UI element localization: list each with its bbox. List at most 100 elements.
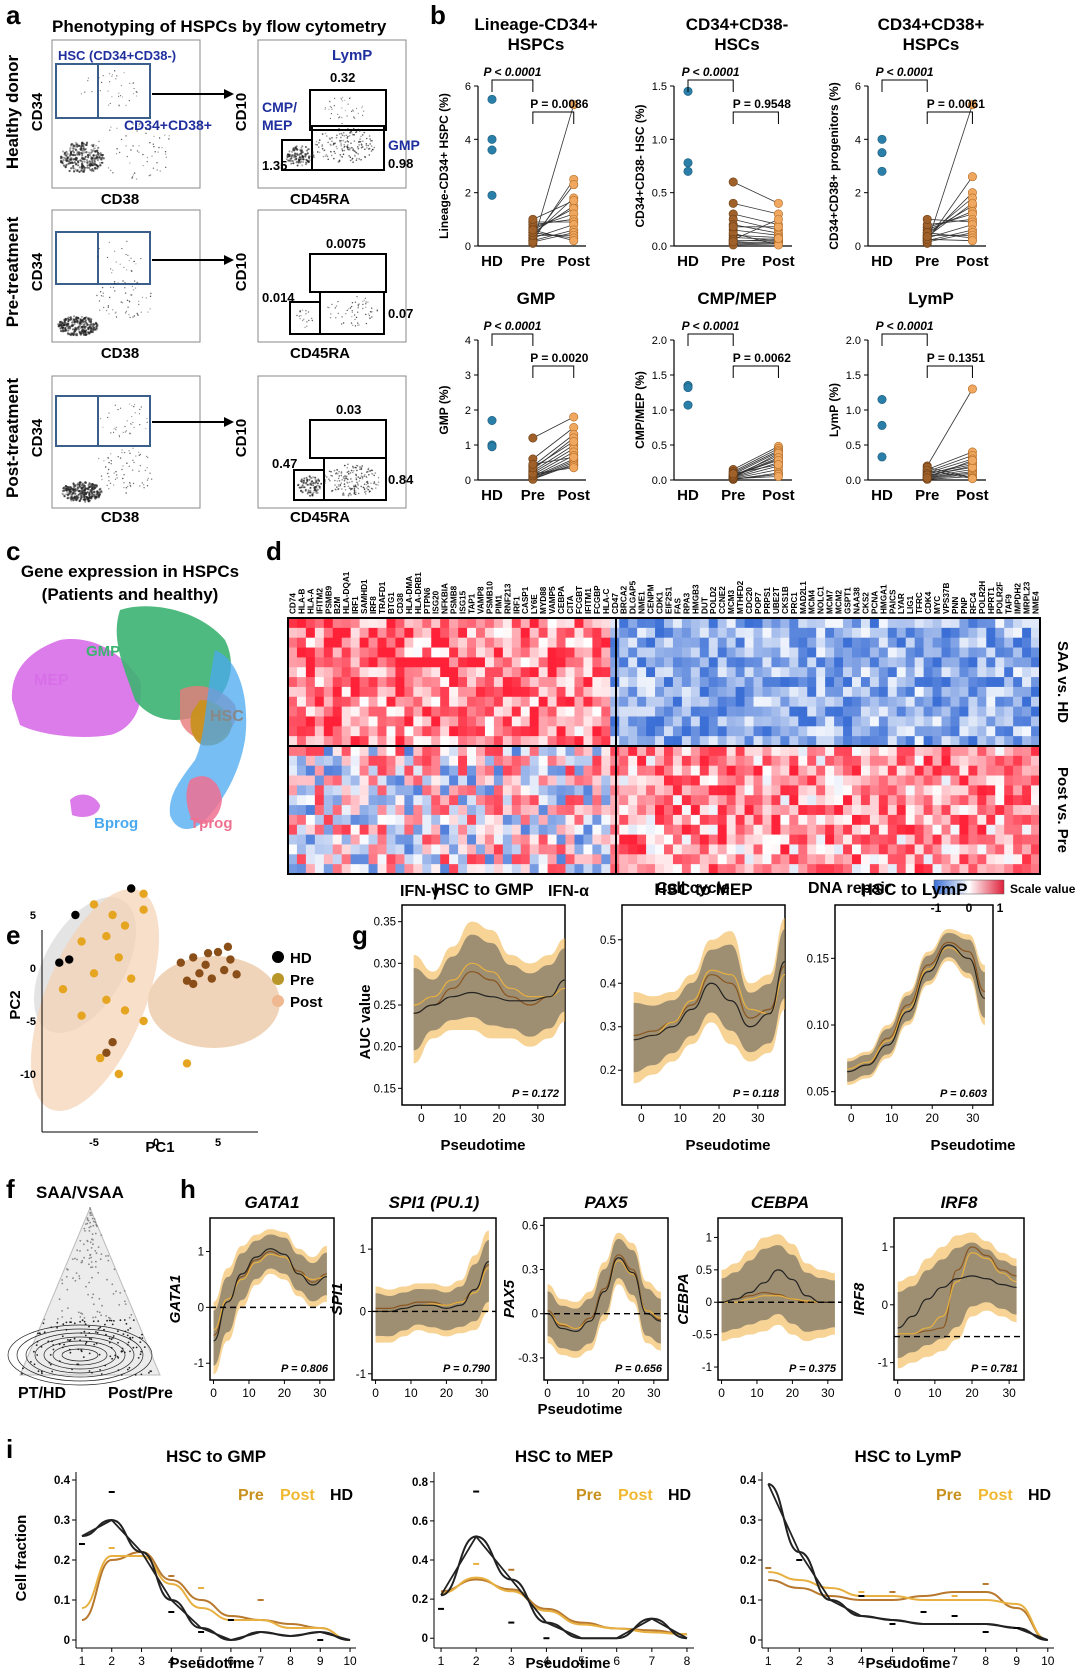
flow-event [344,475,346,477]
flow-event [371,469,373,472]
flow-event [357,305,360,307]
heatmap-cell [556,814,566,826]
heatmap-cell [511,864,522,875]
flow-event [286,153,289,156]
heatmap-cell [896,755,907,766]
heatmap-cell [1031,736,1041,747]
flow-event [78,153,81,156]
heatmap-cell [690,627,701,638]
gene-label: HMGB3 [691,584,700,614]
flow-event [106,484,108,487]
heatmap-cell [878,834,889,845]
heatmap-cell [672,746,683,757]
pair-line [926,104,973,244]
flow-event [347,478,349,481]
flow-event [110,463,112,465]
heatmap-cell [664,824,674,835]
flow-event [69,157,72,160]
flow-event [351,302,354,304]
heatmap-cell [735,716,745,727]
flow-event [107,468,110,471]
heatmap-cell [341,618,351,629]
x-tick-label: 0 [210,1386,217,1400]
heatmap-cell [305,746,316,757]
g-xlabel-2: Pseudotime [685,1137,770,1154]
heatmap-cell [368,657,378,668]
heatmap-cell [467,814,477,826]
heatmap-cell [941,775,951,786]
flow-event [138,300,140,303]
heatmap-cell [386,805,396,816]
ternary-point [98,1297,101,1300]
flow-event [347,144,349,146]
flow-event [298,156,301,159]
heatmap-cell [681,657,692,668]
category-label: Pre [521,253,545,270]
gene-label: IFITM1 [584,588,593,614]
point-hd [877,134,887,144]
heatmap-cell [610,736,620,747]
heatmap-cell [932,824,942,835]
heatmap-cell [422,637,432,648]
heatmap-cell [932,647,942,658]
heatmap-cell [860,637,871,648]
heatmap-cell [529,785,539,796]
heatmap-cell [950,706,960,717]
flow-event [118,436,121,438]
flow-event [129,484,132,487]
flow-event [351,129,354,131]
ternary-point [88,1226,91,1229]
pca-point-pre [176,958,185,967]
heatmap-cell [717,736,727,747]
heatmap-cell [780,805,790,816]
heatmap-cell [377,657,387,668]
heatmap-cell [780,657,790,668]
heatmap-cell [502,677,513,688]
heatmap-cell [493,686,504,698]
flow-event [336,486,338,488]
heatmap-cell [493,824,504,835]
heatmap-cell [601,765,611,776]
flow-event [338,485,340,488]
heatmap-cell [825,618,835,629]
heatmap-cell [753,677,763,688]
flow-event [358,130,361,132]
gene-label: HLA-DMA [405,576,414,614]
flow-event [316,144,318,146]
flow-event [351,471,354,474]
heatmap-cell [798,706,808,717]
heatmap-cell [1022,854,1032,865]
flow-event [93,161,96,164]
heatmap-cell [305,765,316,776]
heatmap-cell [672,795,683,806]
gate-gmp [319,291,385,335]
heatmap-cell [484,657,495,668]
x-tick-label: 30 [531,1111,545,1125]
heatmap-cell [547,618,557,629]
value-right: 0.84 [388,472,414,487]
heatmap-cell [565,667,575,678]
heatmap-cell [655,696,665,707]
heatmap-cell [556,677,566,688]
flow-event [130,257,132,259]
heatmap-cell [843,864,853,875]
heatmap-cell [860,844,871,855]
heatmap-cell [941,677,951,688]
heatmap-cell [771,647,781,658]
flow-event [352,469,355,472]
heatmap-cell [1031,854,1041,865]
heatmap-cell [869,814,880,826]
heatmap-cell [377,854,387,865]
flow-event [359,468,361,471]
flow-event [351,157,354,160]
heatmap-cell [628,785,638,796]
heatmap-cell [807,627,817,638]
heatmap-cell [986,765,996,776]
flow-event [139,123,141,125]
heatmap-cell [547,765,557,776]
gene-label: TAP1 [468,593,477,614]
heatmap-cell [350,726,360,737]
flow-event [98,457,100,460]
flow-event [343,475,345,478]
